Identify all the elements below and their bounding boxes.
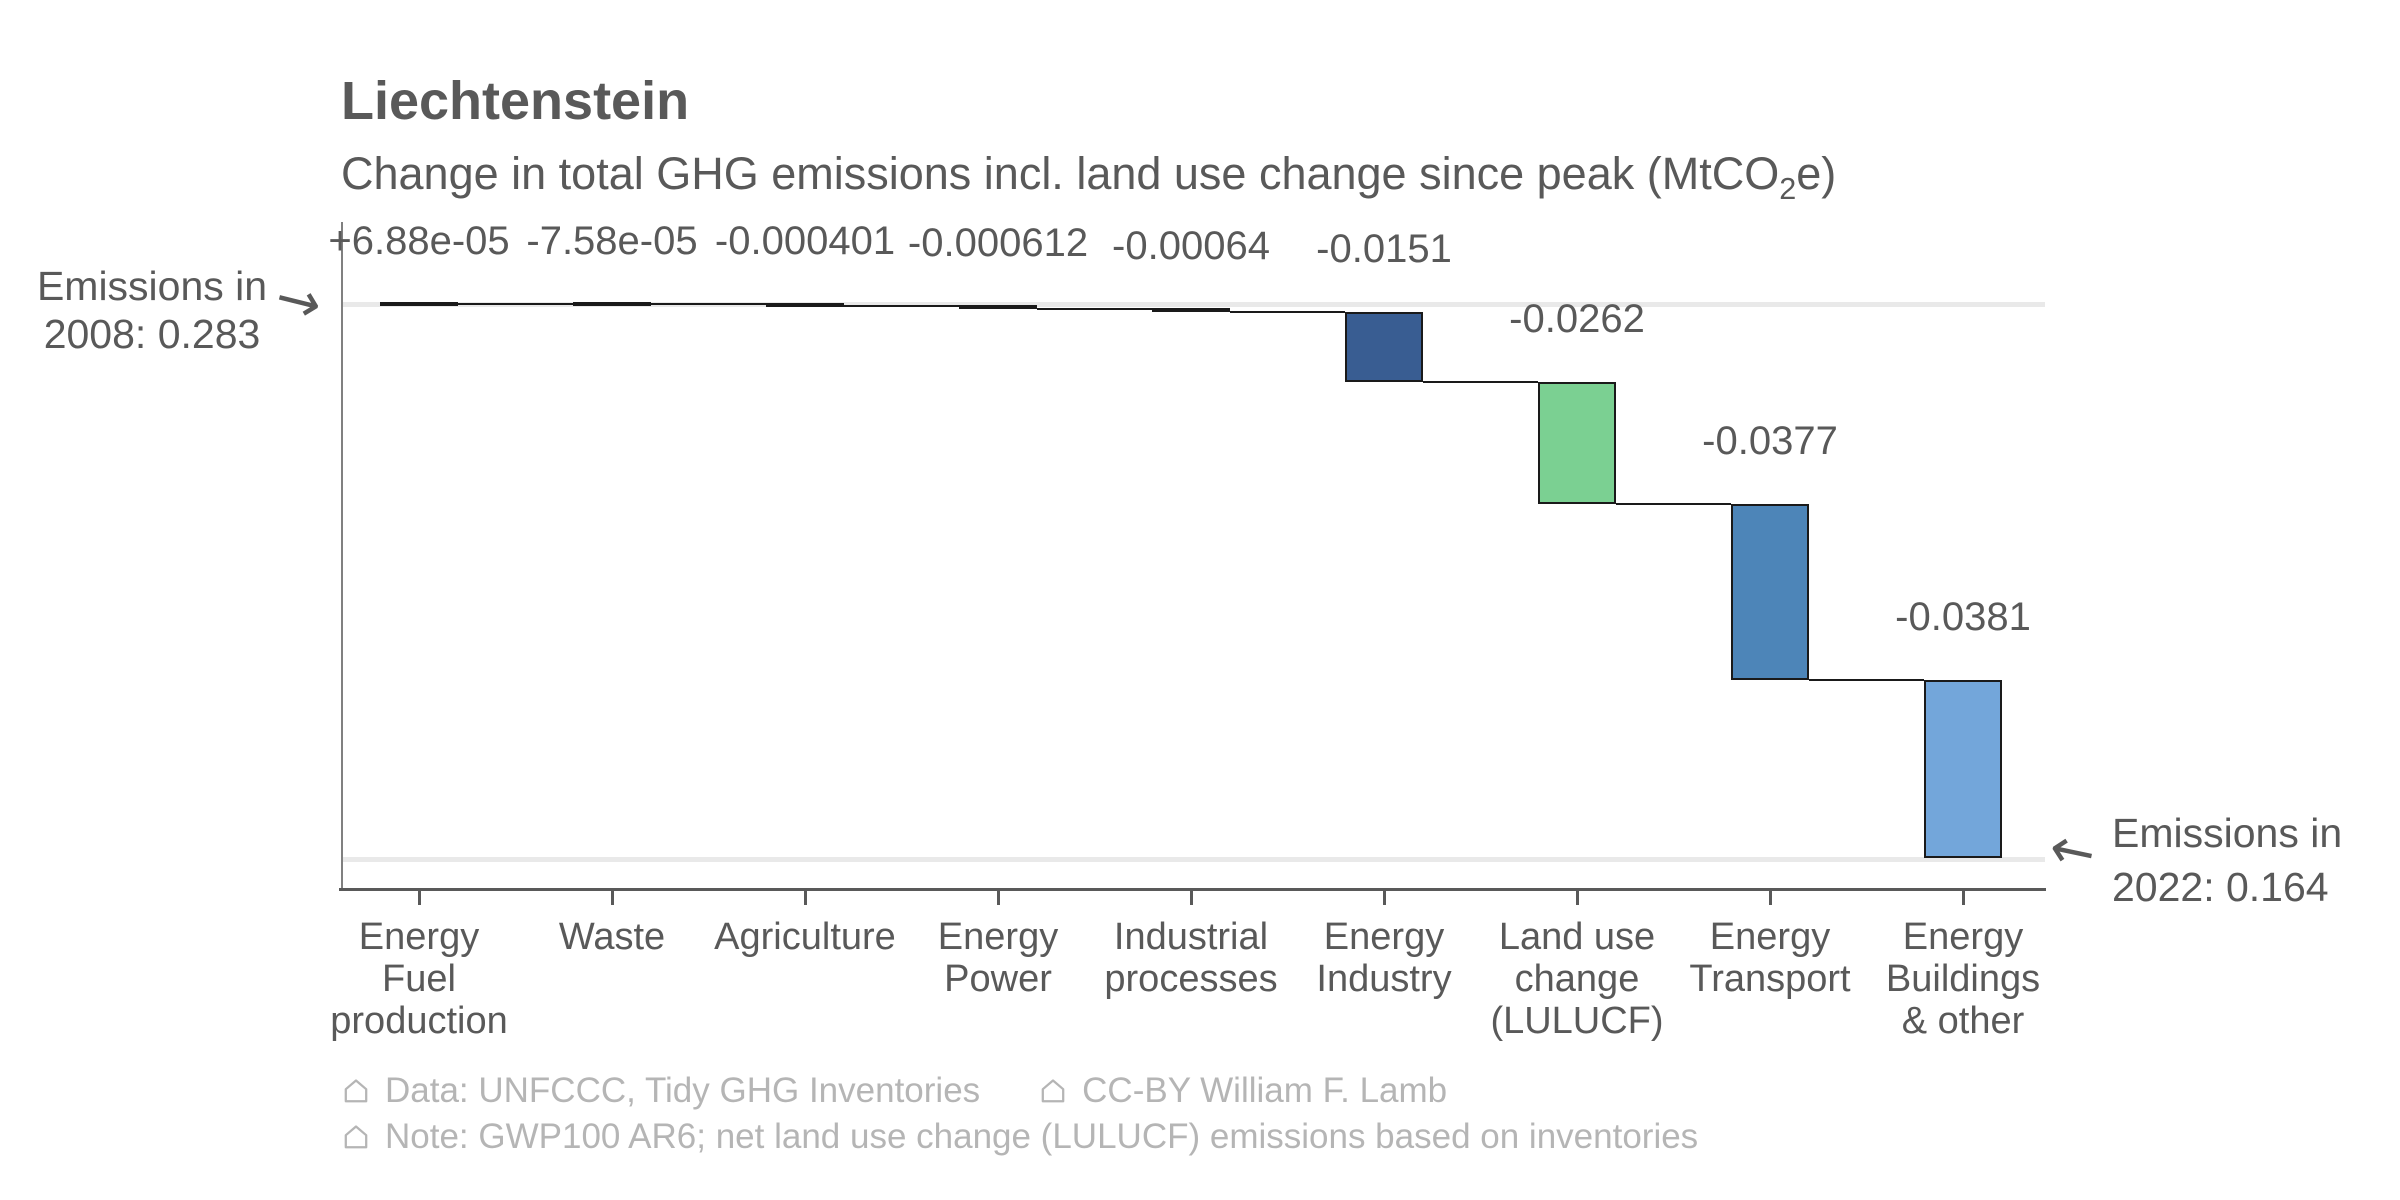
axis-label-line: Energy <box>1902 916 2024 958</box>
axis-label-line: Energy <box>1709 916 1831 958</box>
axis-label-line: (LULUCF) <box>1490 1000 1664 1042</box>
step-connector <box>844 304 959 307</box>
value-label-energy-transport: -0.0377 <box>1702 419 1838 463</box>
axis-label-energy-power: Energy Power <box>878 916 1118 1000</box>
subtitle-suffix: e) <box>1796 148 1837 199</box>
value-label-waste: -7.58e-05 <box>526 219 698 263</box>
axis-label-line: processes <box>1104 958 1278 1000</box>
value-label-industrial-processes: -0.00064 <box>1112 224 1270 268</box>
value-label-energy-fuel-production: +6.88e-05 <box>328 219 510 263</box>
bar-industrial-processes <box>1152 308 1230 312</box>
step-connector <box>1230 310 1345 313</box>
house-icon <box>344 1079 368 1103</box>
axis-label-line: production <box>330 1000 508 1042</box>
step-connector <box>1616 503 1731 506</box>
axis-label-waste: Waste <box>492 916 732 958</box>
step-connector <box>651 303 766 306</box>
value-label-energy-industry: -0.0151 <box>1316 227 1452 271</box>
axis-label-line: Industrial <box>1113 916 1269 958</box>
value-label-energy-power: -0.000612 <box>907 221 1089 265</box>
step-connector <box>458 302 573 305</box>
footer-line-2: Note: GWP100 AR6; net land use change (L… <box>341 1114 1698 1160</box>
axis-label-line: Energy <box>937 916 1059 958</box>
end-annotation: Emissions in 2022: 0.164 <box>2112 806 2342 914</box>
axis-label-line: Energy <box>358 916 480 958</box>
axis-label-energy-fuel-production: Energy Fuel production <box>299 916 539 1042</box>
bar-agriculture <box>766 303 844 307</box>
axis-label-agriculture: Agriculture <box>685 916 925 958</box>
footer-license: CC-BY William F. Lamb <box>1082 1071 1448 1110</box>
step-connector <box>1423 381 1538 384</box>
chart-subtitle: Change in total GHG emissions incl. land… <box>341 148 1836 207</box>
bar-land-use-change-lulucf <box>1538 382 1616 504</box>
axis-label-energy-buildings-other: Energy Buildings & other <box>1843 916 2083 1042</box>
axis-label-line: Transport <box>1689 958 1851 1000</box>
x-tick-mark <box>1382 891 1386 905</box>
axis-label-line: Industry <box>1316 958 1452 1000</box>
axis-label-line: Fuel <box>382 958 456 1000</box>
axis-label-line: Land use <box>1498 916 1656 958</box>
x-tick-mark <box>610 891 614 905</box>
value-label-agriculture: -0.000401 <box>714 219 896 263</box>
bar-energy-power <box>959 305 1037 309</box>
axis-label-industrial-processes: Industrial processes <box>1071 916 1311 1000</box>
footer-note: Note: GWP100 AR6; net land use change (L… <box>385 1117 1699 1156</box>
axis-label-energy-transport: Energy Transport <box>1650 916 1890 1000</box>
bar-energy-industry <box>1345 312 1423 382</box>
gridline-start-level <box>341 301 2045 307</box>
house-icon <box>344 1125 368 1149</box>
step-connector <box>1809 679 1924 682</box>
footer-data-source: Data: UNFCCC, Tidy GHG Inventories <box>385 1071 981 1110</box>
x-tick-mark <box>803 891 807 905</box>
bar-energy-fuel-production <box>380 302 458 306</box>
end-annotation-line2: 2022: 0.164 <box>2112 864 2329 910</box>
axis-label-line: Energy <box>1323 916 1445 958</box>
page-title: Liechtenstein <box>341 71 690 131</box>
axis-label-line: Buildings <box>1885 958 2041 1000</box>
axis-label-energy-industry: Energy Industry <box>1264 916 1504 1000</box>
axis-label-line: & other <box>1901 1000 2025 1042</box>
x-tick-mark <box>996 891 1000 905</box>
x-tick-mark <box>1189 891 1193 905</box>
axis-label-land-use-change-lulucf: Land use change (LULUCF) <box>1457 916 1697 1042</box>
start-annotation: Emissions in 2008: 0.283 <box>22 262 282 358</box>
gridline-end-level <box>341 856 2045 862</box>
axis-label-line: Power <box>944 958 1052 1000</box>
y-axis-spine <box>341 222 343 888</box>
house-icon <box>1041 1079 1065 1103</box>
x-tick-mark <box>1961 891 1965 905</box>
axis-label-line: Agriculture <box>714 916 896 958</box>
x-tick-mark <box>1575 891 1579 905</box>
x-axis-spine <box>339 888 2046 891</box>
bar-waste <box>573 302 651 306</box>
x-tick-mark <box>417 891 421 905</box>
start-annotation-line2: 2008: 0.283 <box>43 311 261 357</box>
footer-line-1: Data: UNFCCC, Tidy GHG Inventories CC-BY… <box>341 1068 1698 1114</box>
axis-label-line: change <box>1514 958 1640 1000</box>
subtitle-text: Change in total GHG emissions incl. land… <box>341 148 1780 199</box>
footer: Data: UNFCCC, Tidy GHG Inventories CC-BY… <box>341 1068 1698 1160</box>
axis-label-line: Waste <box>558 916 666 958</box>
start-annotation-line1: Emissions in <box>36 263 268 309</box>
step-connector <box>1037 307 1152 310</box>
end-annotation-line1: Emissions in <box>2112 810 2343 856</box>
bar-energy-transport <box>1731 504 1809 680</box>
x-tick-mark <box>1768 891 1772 905</box>
subtitle-subscript: 2 <box>1779 172 1797 206</box>
value-label-land-use-change-lulucf: -0.0262 <box>1509 297 1645 341</box>
bar-energy-buildings-other <box>1924 680 2002 858</box>
value-label-energy-buildings-other: -0.0381 <box>1895 595 2031 639</box>
